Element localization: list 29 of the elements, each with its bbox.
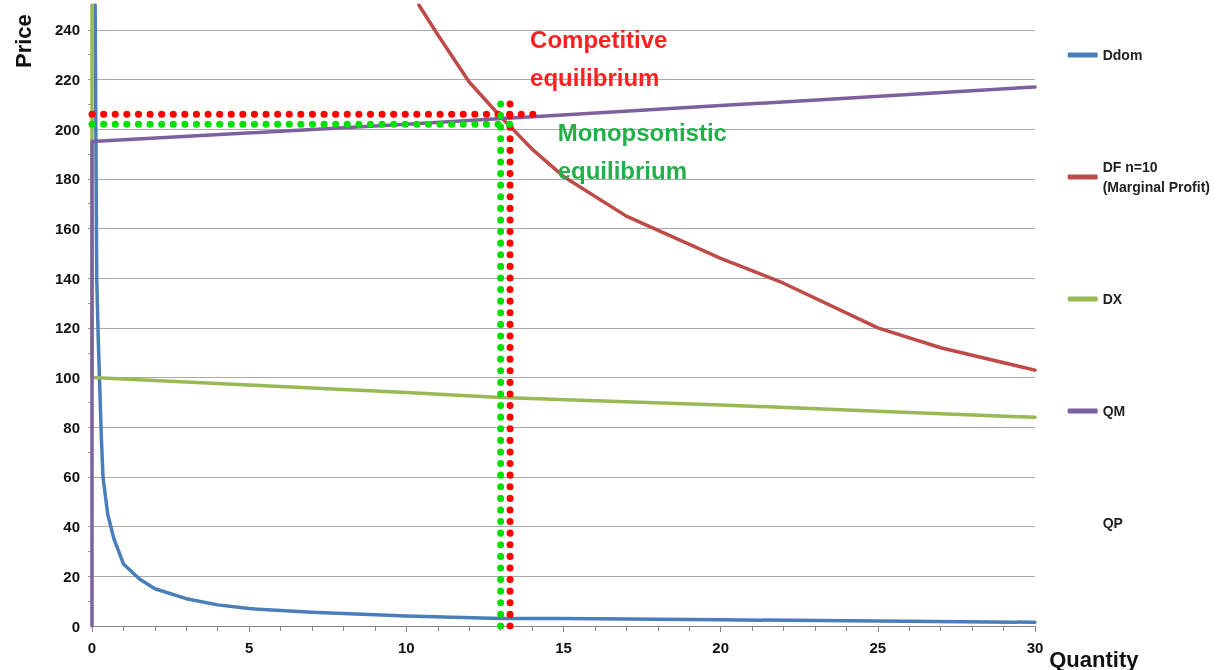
text: QP [1102, 515, 1123, 531]
x-tick-label: 20 [712, 639, 730, 656]
legend-label: QM [1102, 403, 1126, 419]
legend-label: DF n=10 (Marginal Profit) [1102, 159, 1211, 195]
y-tick-label: 240 [54, 21, 80, 39]
y-tick-label: 60 [63, 468, 80, 486]
x-tick-label: 10 [397, 639, 415, 656]
annotation: Monopsonistic equilibrium [557, 118, 727, 184]
line-series [417, 3, 1037, 372]
y-tick-label: 120 [54, 319, 80, 337]
x-tick-label: 5 [244, 639, 254, 656]
y-tick-label: 40 [63, 518, 80, 536]
annotation: Competitive equilibrium [530, 25, 668, 91]
x-tick-label: 30 [1026, 639, 1044, 656]
x-tick-label: 25 [869, 639, 887, 656]
x-tick-label: 0 [87, 639, 97, 656]
y-tick-label: 80 [63, 418, 80, 436]
y-tick-label: 20 [63, 567, 80, 585]
y-tick-label: 180 [54, 170, 80, 188]
legend-label: Ddom [1102, 47, 1143, 63]
y-axis-title: Price [10, 14, 36, 68]
x-tick-label: 15 [555, 639, 572, 656]
y-tick-label: 160 [54, 220, 80, 238]
y-tick-label: 140 [54, 269, 80, 287]
y-tick-label: 200 [54, 120, 80, 138]
legend-label: DX [1102, 291, 1123, 307]
y-tick-label: 220 [54, 71, 80, 89]
y-tick-label: 100 [54, 369, 80, 387]
y-tick-label: 0 [71, 617, 80, 635]
